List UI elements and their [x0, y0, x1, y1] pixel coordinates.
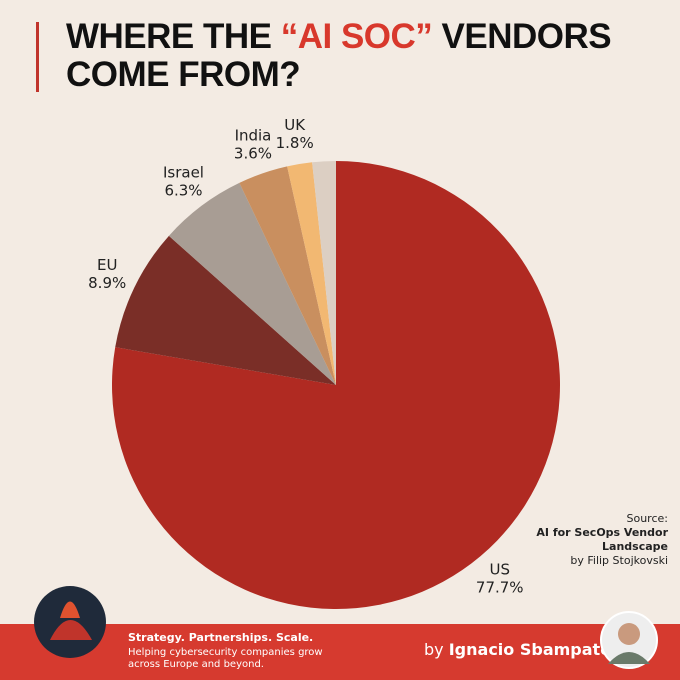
pie-slice [287, 162, 336, 385]
title-highlight: “AI SOC” [280, 17, 433, 56]
slice-label: EU [97, 256, 117, 274]
slice-value: 3.6% [234, 144, 272, 162]
title: WHERE THE “AI SOC” VENDORS COME FROM? [66, 18, 656, 94]
tagline-block: Strategy. Partnerships. Scale. Helping c… [128, 632, 328, 671]
slice-value: 77.7% [476, 579, 524, 597]
by: by [424, 640, 444, 659]
author-name: Ignacio Sbampato [448, 640, 612, 659]
description: Helping cybersecurity companies grow acr… [128, 647, 323, 670]
tagline: Strategy. Partnerships. Scale. [128, 631, 314, 644]
source: Source: AI for SecOps Vendor Landscape b… [518, 512, 668, 568]
pie-slice [312, 161, 336, 385]
source-title: AI for SecOps Vendor Landscape [536, 526, 668, 553]
source-label: Source: [626, 512, 669, 525]
slice-label: India [235, 126, 272, 144]
pie-slice [112, 161, 561, 610]
footer: Strategy. Partnerships. Scale. Helping c… [0, 624, 680, 680]
pie-slice [168, 182, 336, 385]
slice-value: 6.3% [164, 181, 202, 199]
accent-bar [36, 22, 39, 92]
pie-slice [239, 166, 336, 385]
slice-label: UK [284, 116, 306, 134]
title-text: VENDORS COME FROM? [66, 17, 612, 94]
source-author: by Filip Stojkovski [570, 554, 668, 567]
slice-value: 1.8% [276, 134, 314, 152]
slice-label: Israel [163, 163, 204, 181]
byline: by Ignacio Sbampato [424, 640, 611, 659]
pie-slice [115, 235, 337, 385]
title-text: WHERE THE [66, 17, 281, 56]
slice-value: 8.9% [88, 274, 126, 292]
slice-label: US [489, 561, 510, 579]
